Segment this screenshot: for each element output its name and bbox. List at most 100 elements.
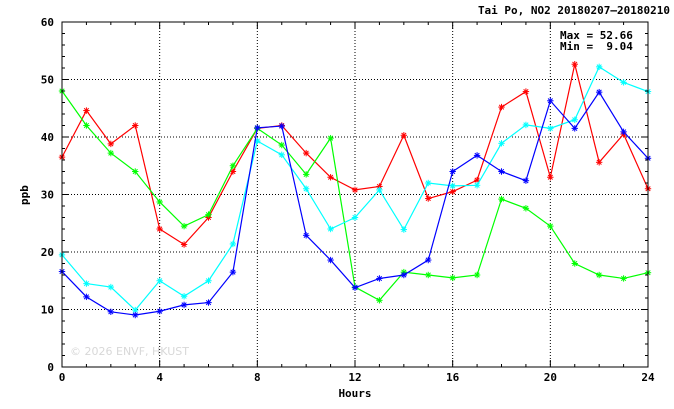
series-point	[278, 122, 285, 130]
series-point	[132, 311, 139, 319]
series-point	[180, 222, 188, 230]
series-point	[327, 134, 334, 142]
series-point	[425, 195, 432, 202]
watermark-text: © 2026 ENVF, HKUST	[70, 345, 189, 358]
series-point	[595, 63, 603, 71]
axis-ticks: 0 4 8 12 16 20 24 0 10 20 30 40 50 60	[41, 16, 655, 384]
y-tick-label: 30	[41, 189, 54, 202]
y-tick-label: 50	[41, 74, 54, 87]
series-point	[302, 232, 310, 239]
series-point	[254, 124, 261, 131]
series-point	[156, 198, 163, 206]
max-stat: Max = 52.66	[560, 29, 633, 42]
series-point	[376, 186, 383, 194]
series-point	[620, 79, 627, 86]
series-point	[205, 277, 212, 284]
series-point	[547, 222, 554, 230]
series-point	[620, 275, 627, 282]
series-point	[156, 225, 163, 233]
series-point	[473, 271, 481, 279]
series-point	[400, 132, 408, 139]
series-point	[327, 225, 334, 233]
x-tick-label: 4	[156, 371, 163, 384]
series-point	[205, 299, 212, 306]
x-tick-label: 24	[641, 371, 655, 384]
series-point	[107, 149, 115, 157]
series-point	[278, 141, 285, 149]
series-point	[302, 185, 310, 192]
series-point	[83, 293, 90, 301]
series-point	[522, 88, 530, 95]
series-point	[83, 280, 90, 287]
series-point	[107, 140, 115, 148]
series-point	[595, 271, 603, 279]
series-point	[595, 159, 603, 166]
series-point	[156, 308, 163, 315]
y-tick-label: 20	[41, 246, 54, 259]
x-axis-label: Hours	[338, 387, 371, 400]
y-tick-label: 40	[41, 131, 54, 144]
series-point	[107, 308, 115, 315]
x-tick-label: 16	[446, 371, 460, 384]
series-point	[83, 107, 90, 114]
series-point	[498, 195, 505, 203]
series-point	[376, 297, 383, 304]
series-point	[498, 140, 505, 147]
series-point	[425, 271, 432, 279]
series-point	[351, 186, 359, 194]
x-tick-label: 20	[544, 371, 557, 384]
series-point	[351, 214, 359, 221]
series-point	[351, 284, 359, 291]
grid-lines	[62, 22, 648, 367]
series-point	[547, 97, 554, 104]
series-point	[229, 268, 237, 276]
series-point	[571, 61, 578, 68]
series-point	[156, 277, 163, 284]
series-point	[547, 174, 554, 181]
series-point	[571, 260, 578, 267]
series-point	[180, 301, 188, 309]
series-point	[180, 241, 188, 248]
series-point	[302, 149, 310, 157]
series-point	[498, 168, 505, 175]
series-point	[449, 274, 456, 282]
series-point	[449, 188, 456, 195]
series-point	[522, 205, 530, 212]
series-line-3	[61, 91, 649, 316]
min-stat: Min = 9.04	[560, 40, 633, 53]
x-tick-label: 0	[59, 371, 66, 384]
series-point	[595, 88, 603, 96]
series-point	[132, 122, 139, 129]
series-point	[327, 174, 334, 181]
series-point	[400, 226, 408, 233]
series-point	[205, 211, 212, 218]
series-point	[620, 128, 627, 136]
series-point	[278, 151, 285, 159]
series-point	[571, 116, 578, 123]
series-point	[180, 293, 188, 300]
chart-title: Tai Po, NO2 20180207–20180210	[478, 4, 670, 17]
y-axis-label: ppb	[18, 185, 31, 205]
series-point	[425, 256, 432, 264]
series-point	[449, 168, 456, 175]
series-point	[376, 275, 383, 282]
series-point	[83, 122, 90, 129]
series-point	[473, 152, 481, 159]
series-point	[229, 240, 237, 248]
series-point	[107, 283, 115, 291]
series-point	[498, 103, 505, 111]
x-tick-label: 12	[348, 371, 361, 384]
series-point	[132, 168, 139, 175]
series-point	[229, 162, 237, 169]
x-tick-label: 8	[254, 371, 261, 384]
series-point	[327, 256, 334, 264]
series-layer	[58, 61, 652, 319]
y-tick-label: 60	[41, 16, 54, 29]
series-point	[473, 182, 481, 189]
series-point	[302, 171, 310, 178]
series-point	[449, 182, 456, 190]
series-point	[522, 177, 530, 184]
series-point	[522, 121, 530, 129]
series-point	[425, 179, 432, 187]
